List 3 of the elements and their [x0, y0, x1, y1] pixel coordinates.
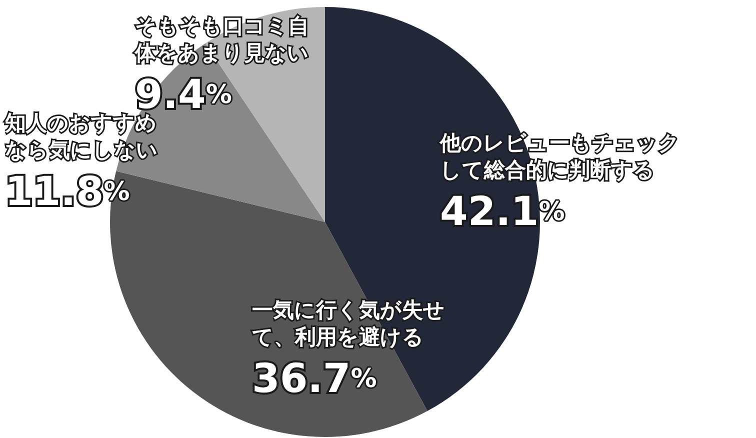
data-label: 36.7%: [252, 356, 377, 402]
slice-label: 一気に行く気が失せて、利用を避ける: [252, 299, 445, 349]
slice-label: そもそも口コミ自体をあまり見ない: [134, 15, 309, 65]
